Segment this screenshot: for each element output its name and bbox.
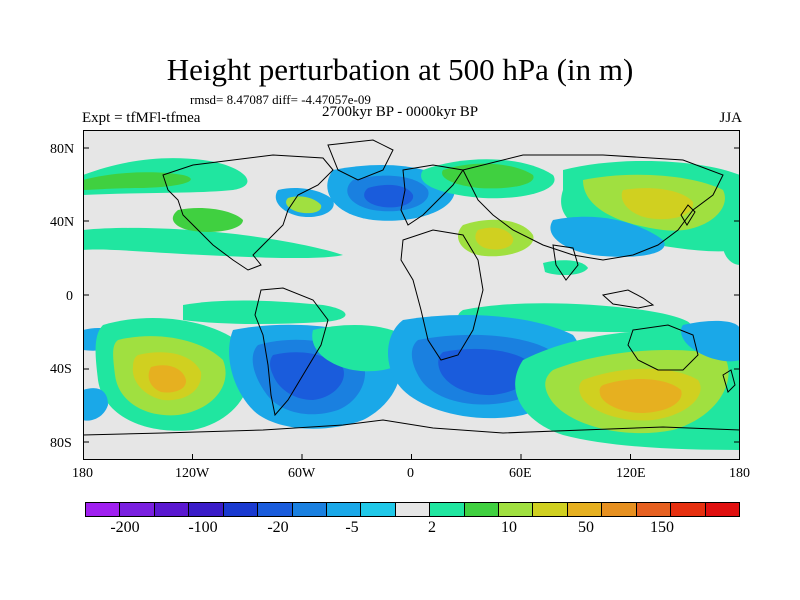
lat-label-80n: 80N xyxy=(50,142,75,157)
colorbar-label: -200 xyxy=(110,519,140,536)
colorbar-label: -100 xyxy=(188,519,218,536)
contour-band-s-green-3 xyxy=(312,325,413,372)
lon-label-60w: 60W xyxy=(288,466,316,481)
lon-label-180e: 180 xyxy=(729,466,750,481)
colorbar-cell xyxy=(361,503,396,516)
coast-north-america xyxy=(162,154,334,271)
coast-australia xyxy=(627,324,699,371)
colorbar-cell xyxy=(636,503,672,516)
contour-band-s-orange-2 xyxy=(599,378,682,413)
colorbar-cell xyxy=(671,503,706,516)
colorbar-cell xyxy=(326,503,362,516)
rmsd-diff-stats: rmsd= 8.47087 diff= -4.47057e-09 xyxy=(190,92,371,107)
coast-nz xyxy=(722,369,736,393)
colorbar-cell xyxy=(395,503,431,516)
colorbar-label: -5 xyxy=(345,519,359,536)
tick-marks xyxy=(83,147,740,460)
colorbar xyxy=(85,502,740,517)
lat-label-40n: 40N xyxy=(50,215,75,230)
experiment-label: Expt = tfMFl-tfmea xyxy=(82,110,201,126)
contour-band-eq-green-1 xyxy=(183,300,346,325)
coast-europe xyxy=(400,164,464,226)
contour-band-n-blue-4 xyxy=(550,216,665,257)
colorbar-cell xyxy=(120,503,155,516)
contour-band-n-green-10 xyxy=(543,260,588,276)
coastlines xyxy=(83,139,740,436)
contour-band-n-yellow-2 xyxy=(475,227,514,250)
figure-title: Height perturbation at 500 hPa (in m) xyxy=(166,52,634,87)
contour-band-s-orange-1 xyxy=(148,365,187,393)
colorbar-cell xyxy=(705,503,740,516)
contour-band-n-green-11 xyxy=(722,237,740,265)
lon-label-180w: 180 xyxy=(72,466,93,481)
map-panel xyxy=(83,130,740,460)
colorbar-cell xyxy=(430,503,465,516)
coast-indonesia xyxy=(601,289,655,309)
colorbar-cell xyxy=(189,503,224,516)
lat-label-80s: 80S xyxy=(50,436,72,451)
colorbar-cell xyxy=(533,503,568,516)
colorbar-label: 2 xyxy=(428,519,436,536)
colorbar-cell xyxy=(223,503,259,516)
contour-band-n-blue-3 xyxy=(364,184,414,208)
colorbar-label: 10 xyxy=(501,519,517,536)
contour-band-s-blue-6 xyxy=(438,348,534,396)
season-label: JJA xyxy=(719,110,742,126)
colorbar-label: 50 xyxy=(578,519,594,536)
lon-label-120e: 120E xyxy=(616,466,646,481)
colorbar-label: 150 xyxy=(650,519,674,536)
contour-band-n-blue-5 xyxy=(83,227,343,259)
contour-fills xyxy=(83,158,740,450)
colorbar-cell xyxy=(499,503,534,516)
lon-label-120w: 120W xyxy=(175,466,210,481)
coast-south-america xyxy=(254,287,329,417)
lon-label-60e: 60E xyxy=(509,466,532,481)
lat-label-40s: 40S xyxy=(50,362,72,377)
coast-japan xyxy=(680,204,696,226)
contour-band-s-blue-7 xyxy=(680,320,740,362)
colorbar-cell xyxy=(154,503,190,516)
lat-label-0: 0 xyxy=(66,289,73,304)
contour-band-s-blue-3 xyxy=(270,352,344,400)
coast-africa xyxy=(400,229,484,361)
colorbar-cell xyxy=(86,503,121,516)
lon-label-0: 0 xyxy=(407,466,414,481)
contour-band-n-green-8 xyxy=(172,208,243,232)
colorbar-cell xyxy=(258,503,293,516)
colorbar-cell xyxy=(602,503,637,516)
time-period-label: 2700kyr BP - 0000kyr BP xyxy=(322,104,479,120)
contour-band-s-blue-8 xyxy=(83,388,108,421)
colorbar-cell xyxy=(567,503,603,516)
coast-antarctica xyxy=(83,419,740,436)
colorbar-label: -20 xyxy=(267,519,289,536)
contour-band-n-yellow-1 xyxy=(621,188,694,220)
coast-asia xyxy=(462,154,724,261)
colorbar-cell xyxy=(464,503,500,516)
colorbar-cell xyxy=(292,503,327,516)
coast-india xyxy=(552,244,579,281)
coast-greenland xyxy=(327,139,394,181)
